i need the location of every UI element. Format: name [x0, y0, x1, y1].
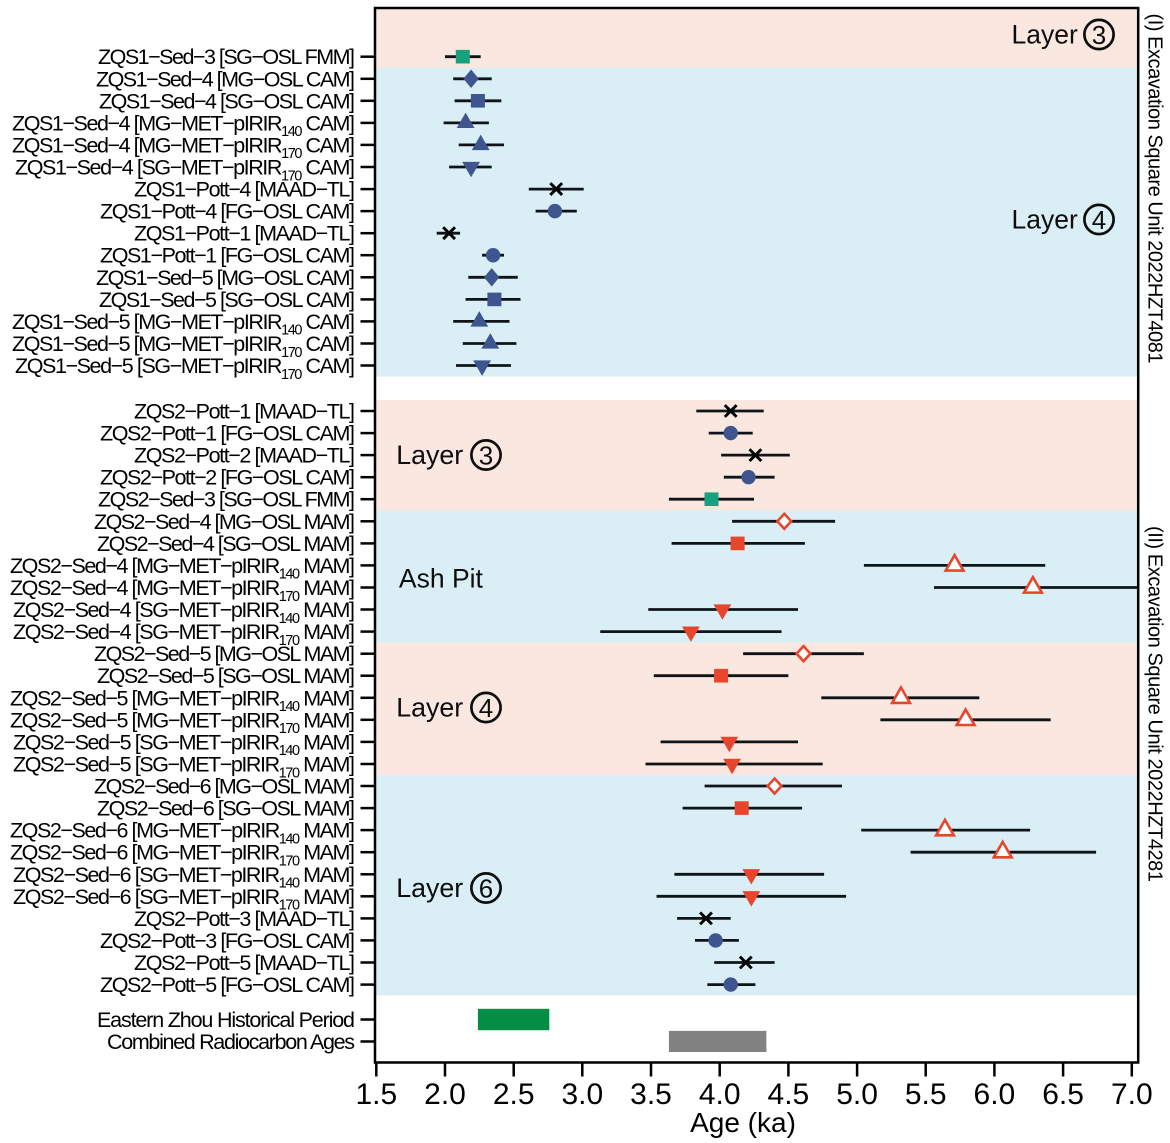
svg-text:Layer: Layer	[396, 440, 463, 470]
svg-text:2.0: 2.0	[424, 1078, 466, 1111]
svg-text:ZQS2−Pott−5 [MAAD−TL]: ZQS2−Pott−5 [MAAD−TL]	[134, 951, 355, 975]
svg-text:4: 4	[479, 693, 493, 723]
svg-text:ZQS1−Sed−5 [SG−OSL CAM]: ZQS1−Sed−5 [SG−OSL CAM]	[99, 288, 355, 312]
svg-text:Eastern Zhou Historical Period: Eastern Zhou Historical Period	[97, 1008, 355, 1032]
svg-text:ZQS2−Pott−1 [MAAD−TL]: ZQS2−Pott−1 [MAAD−TL]	[134, 400, 355, 424]
svg-text:ZQS2−Sed−6 [SG−MET−pIRIR140 MA: ZQS2−Sed−6 [SG−MET−pIRIR140 MAM]	[13, 863, 355, 892]
svg-text:7.0: 7.0	[1111, 1078, 1153, 1111]
svg-text:ZQS2−Sed−6 [SG−OSL MAM]: ZQS2−Sed−6 [SG−OSL MAM]	[97, 797, 355, 821]
svg-text:6.5: 6.5	[1042, 1078, 1084, 1111]
svg-text:4.0: 4.0	[699, 1078, 741, 1111]
svg-text:ZQS2−Sed−4 [SG−MET−pIRIR170 MA: ZQS2−Sed−4 [SG−MET−pIRIR170 MAM]	[13, 620, 355, 649]
svg-text:ZQS1−Pott−4 [MAAD−TL]: ZQS1−Pott−4 [MAAD−TL]	[134, 178, 355, 202]
svg-text:ZQS2−Sed−5 [SG−OSL MAM]: ZQS2−Sed−5 [SG−OSL MAM]	[97, 664, 355, 688]
svg-text:ZQS1−Sed−5 [MG−OSL CAM]: ZQS1−Sed−5 [MG−OSL CAM]	[96, 266, 355, 290]
svg-text:ZQS1−Sed−4 [SG−OSL CAM]: ZQS1−Sed−4 [SG−OSL CAM]	[99, 89, 355, 113]
svg-text:ZQS1−Sed−5 [MG−MET−pIRIR140 CA: ZQS1−Sed−5 [MG−MET−pIRIR140 CAM]	[12, 310, 355, 339]
svg-text:ZQS2−Pott−3 [FG−OSL CAM]: ZQS2−Pott−3 [FG−OSL CAM]	[100, 929, 355, 953]
svg-text:Layer: Layer	[396, 693, 463, 723]
svg-text:ZQS2−Sed−4 [SG−OSL MAM]: ZQS2−Sed−4 [SG−OSL MAM]	[97, 532, 355, 556]
svg-text:3: 3	[479, 440, 493, 470]
svg-text:5.5: 5.5	[905, 1078, 947, 1111]
svg-text:3.5: 3.5	[630, 1078, 672, 1111]
svg-text:Combined Radiocarbon Ages: Combined Radiocarbon Ages	[107, 1030, 355, 1054]
svg-text:ZQS1−Sed−3 [SG−OSL FMM]: ZQS1−Sed−3 [SG−OSL FMM]	[98, 45, 355, 69]
svg-text:Layer: Layer	[1012, 205, 1078, 235]
svg-text:5.0: 5.0	[836, 1078, 878, 1111]
svg-text:Age (ka): Age (ka)	[690, 1107, 796, 1138]
svg-text:ZQS2−Sed−6 [MG−OSL MAM]: ZQS2−Sed−6 [MG−OSL MAM]	[94, 775, 355, 799]
svg-text:ZQS2−Sed−3 [SG−OSL FMM]: ZQS2−Sed−3 [SG−OSL FMM]	[98, 488, 355, 512]
svg-text:2.5: 2.5	[493, 1078, 535, 1111]
svg-text:ZQS2−Pott−3 [MAAD−TL]: ZQS2−Pott−3 [MAAD−TL]	[134, 907, 355, 931]
svg-text:1.5: 1.5	[355, 1078, 397, 1111]
svg-text:ZQS2−Pott−2 [FG−OSL CAM]: ZQS2−Pott−2 [FG−OSL CAM]	[100, 466, 355, 490]
svg-text:ZQS2−Pott−5 [FG−OSL CAM]: ZQS2−Pott−5 [FG−OSL CAM]	[100, 973, 355, 997]
svg-text:Ash Pit: Ash Pit	[399, 563, 484, 593]
svg-text:ZQS1−Pott−4 [FG−OSL CAM]: ZQS1−Pott−4 [FG−OSL CAM]	[100, 200, 355, 224]
svg-text:3.0: 3.0	[561, 1078, 603, 1111]
svg-text:ZQS2−Pott−2 [MAAD−TL]: ZQS2−Pott−2 [MAAD−TL]	[134, 444, 355, 468]
svg-text:ZQS1−Pott−1 [MAAD−TL]: ZQS1−Pott−1 [MAAD−TL]	[134, 222, 355, 246]
svg-text:3: 3	[1092, 20, 1106, 50]
svg-text:6.0: 6.0	[974, 1078, 1016, 1111]
svg-text:6: 6	[479, 873, 493, 903]
svg-text:Layer: Layer	[396, 873, 463, 903]
svg-text:4: 4	[1092, 205, 1106, 235]
svg-text:ZQS1−Sed−4 [MG−OSL CAM]: ZQS1−Sed−4 [MG−OSL CAM]	[96, 67, 355, 91]
svg-text:4.5: 4.5	[768, 1078, 810, 1111]
svg-text:ZQS2−Pott−1 [FG−OSL CAM]: ZQS2−Pott−1 [FG−OSL CAM]	[100, 422, 355, 446]
svg-text:(II) Excavation Square Unit 20: (II) Excavation Square Unit 2022HZT4281	[1144, 526, 1166, 882]
svg-text:ZQS2−Sed−5 [MG−OSL MAM]: ZQS2−Sed−5 [MG−OSL MAM]	[94, 642, 355, 666]
svg-text:ZQS2−Sed−4 [MG−OSL MAM]: ZQS2−Sed−4 [MG−OSL MAM]	[94, 510, 355, 534]
svg-text:ZQS2−Sed−6 [SG−MET−pIRIR170 MA: ZQS2−Sed−6 [SG−MET−pIRIR170 MAM]	[13, 885, 355, 914]
svg-text:ZQS2−Sed−5 [SG−MET−pIRIR140 MA: ZQS2−Sed−5 [SG−MET−pIRIR140 MAM]	[13, 730, 355, 759]
svg-text:Layer: Layer	[1012, 20, 1078, 50]
svg-text:ZQS1−Pott−1 [FG−OSL CAM]: ZQS1−Pott−1 [FG−OSL CAM]	[100, 244, 355, 268]
svg-text:(I) Excavation Square Unit 202: (I) Excavation Square Unit 2022HZT4081	[1144, 14, 1166, 364]
